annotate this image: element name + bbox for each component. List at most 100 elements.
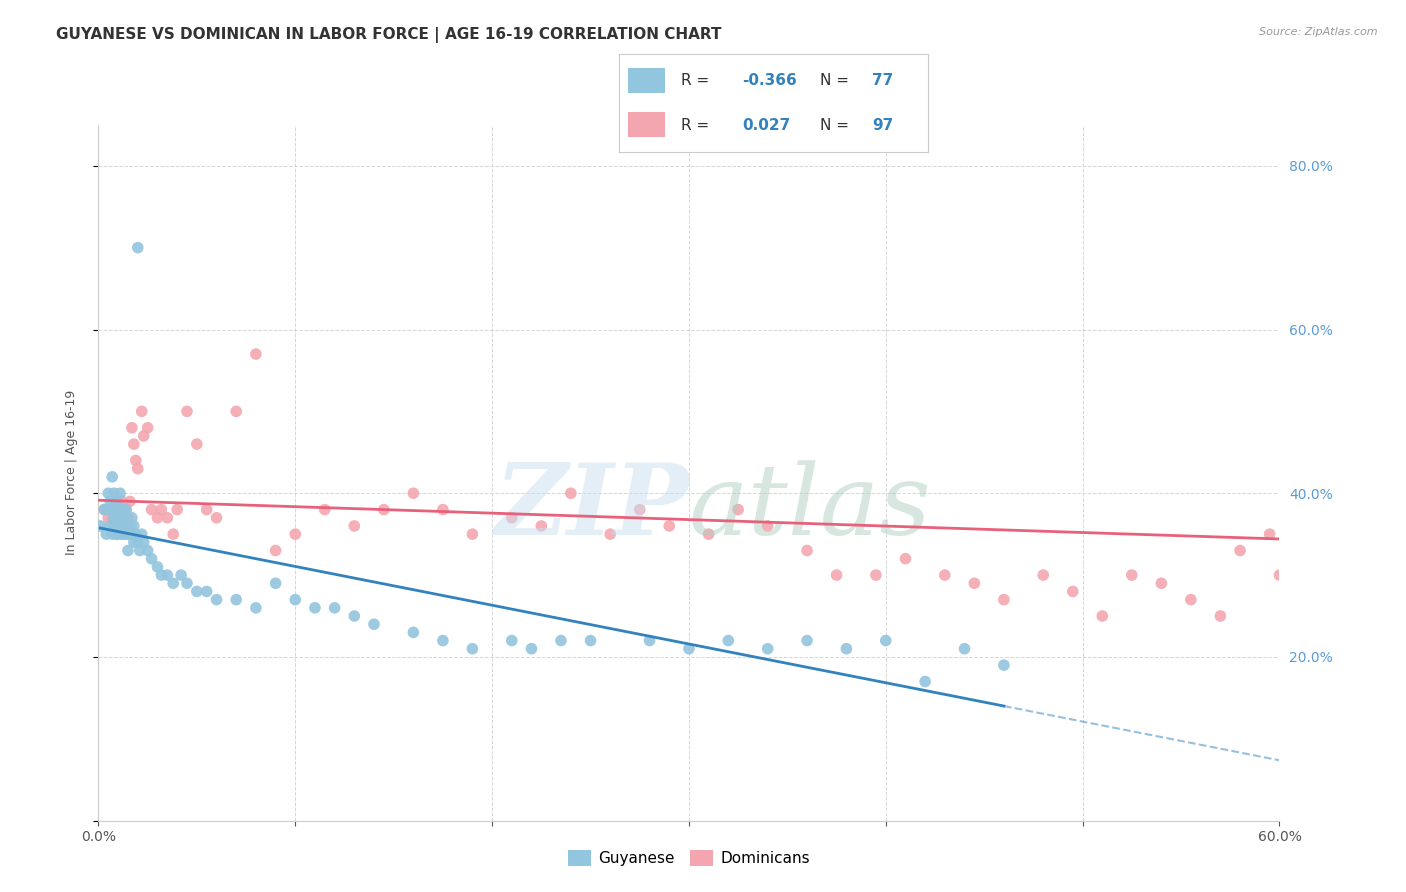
Text: 97: 97 xyxy=(872,118,894,133)
Point xyxy=(1091,609,1114,624)
Point xyxy=(756,519,779,533)
Point xyxy=(176,576,198,591)
Text: GUYANESE VS DOMINICAN IN LABOR FORCE | AGE 16-19 CORRELATION CHART: GUYANESE VS DOMINICAN IN LABOR FORCE | A… xyxy=(56,27,721,43)
Bar xyxy=(628,112,665,137)
Point xyxy=(245,347,267,361)
Point xyxy=(112,527,135,541)
Point xyxy=(314,502,336,516)
Point xyxy=(121,421,143,435)
Point xyxy=(111,527,134,541)
Point xyxy=(118,527,141,541)
Point xyxy=(1209,609,1232,624)
Point xyxy=(93,502,115,516)
Point xyxy=(107,494,129,508)
Point xyxy=(963,576,986,591)
Point xyxy=(117,543,139,558)
Point xyxy=(550,633,572,648)
Point xyxy=(162,527,184,541)
Point xyxy=(105,502,128,516)
Point xyxy=(96,527,118,541)
Point xyxy=(122,535,145,549)
Point xyxy=(136,543,159,558)
Point xyxy=(117,527,139,541)
Point xyxy=(323,600,346,615)
Point xyxy=(1032,568,1054,582)
Point xyxy=(560,486,582,500)
Point xyxy=(1386,282,1406,296)
Point xyxy=(118,519,141,533)
Point xyxy=(107,502,129,516)
Point xyxy=(461,527,484,541)
Point xyxy=(1180,592,1202,607)
Point xyxy=(914,674,936,689)
Point xyxy=(993,592,1015,607)
Point xyxy=(101,527,124,541)
Point xyxy=(894,551,917,566)
Point xyxy=(195,502,218,516)
Point xyxy=(1288,609,1310,624)
Point xyxy=(108,519,131,533)
Point xyxy=(122,519,145,533)
Point xyxy=(373,502,395,516)
Point xyxy=(1347,609,1369,624)
Point xyxy=(127,535,149,549)
Point xyxy=(756,641,779,656)
Point xyxy=(141,502,163,516)
Legend: Guyanese, Dominicans: Guyanese, Dominicans xyxy=(561,844,817,872)
Point xyxy=(195,584,218,599)
Point xyxy=(1268,568,1291,582)
Point xyxy=(186,437,208,451)
Point xyxy=(108,486,131,500)
Point xyxy=(98,494,121,508)
Point xyxy=(121,527,143,541)
Point xyxy=(875,633,897,648)
Point xyxy=(166,502,188,516)
Text: -0.366: -0.366 xyxy=(742,73,797,88)
Point xyxy=(402,625,425,640)
Text: 0.027: 0.027 xyxy=(742,118,790,133)
Y-axis label: In Labor Force | Age 16-19: In Labor Force | Age 16-19 xyxy=(65,390,77,556)
Point xyxy=(150,502,173,516)
Point xyxy=(115,519,138,533)
Point xyxy=(1150,576,1173,591)
Point xyxy=(107,527,129,541)
Point xyxy=(284,527,307,541)
Point xyxy=(156,568,179,582)
Bar xyxy=(628,69,665,93)
Point xyxy=(176,404,198,418)
Point xyxy=(363,617,385,632)
Point xyxy=(579,633,602,648)
Point xyxy=(1327,576,1350,591)
Point xyxy=(530,519,553,533)
Point xyxy=(122,437,145,451)
Point xyxy=(103,519,125,533)
Point xyxy=(461,641,484,656)
Point xyxy=(934,568,956,582)
Text: ZIP: ZIP xyxy=(494,459,689,556)
Point xyxy=(1229,543,1251,558)
Point xyxy=(115,502,138,516)
Point xyxy=(98,502,121,516)
Point xyxy=(101,510,124,524)
Point xyxy=(105,494,128,508)
Point xyxy=(245,600,267,615)
Point xyxy=(107,510,129,524)
Point xyxy=(108,502,131,516)
Point xyxy=(103,494,125,508)
Point xyxy=(865,568,887,582)
Point xyxy=(343,519,366,533)
Point xyxy=(264,576,287,591)
Point xyxy=(825,568,848,582)
Point xyxy=(112,502,135,516)
Point xyxy=(284,592,307,607)
Point xyxy=(89,519,111,533)
Point xyxy=(717,633,740,648)
Point xyxy=(105,519,128,533)
Point xyxy=(727,502,749,516)
Point xyxy=(93,502,115,516)
Point xyxy=(501,633,523,648)
Point xyxy=(117,519,139,533)
Point xyxy=(112,510,135,524)
Point xyxy=(1062,584,1084,599)
Point xyxy=(205,510,228,524)
